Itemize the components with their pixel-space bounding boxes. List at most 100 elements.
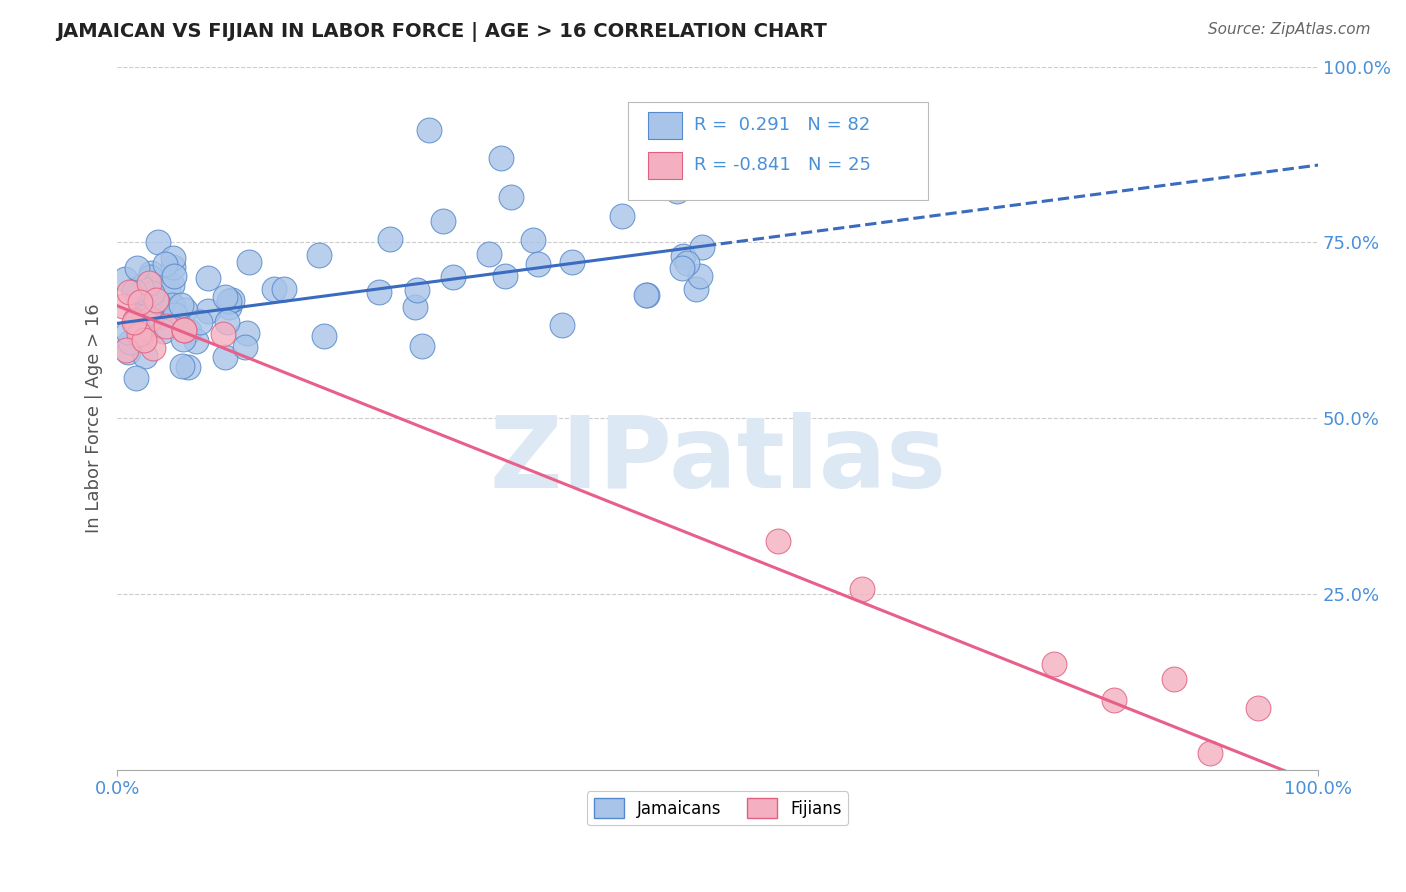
Point	[186, 334, 208, 348]
Point	[214, 350, 236, 364]
Point	[418, 123, 440, 137]
Point	[127, 261, 149, 276]
Point	[197, 270, 219, 285]
Text: Source: ZipAtlas.com: Source: ZipAtlas.com	[1208, 22, 1371, 37]
Point	[672, 249, 695, 263]
FancyBboxPatch shape	[627, 102, 928, 200]
Point	[197, 304, 219, 318]
Point	[1247, 701, 1270, 715]
Point	[308, 248, 330, 262]
Point	[690, 240, 713, 254]
Point	[526, 257, 548, 271]
Point	[177, 359, 200, 374]
Point	[125, 315, 148, 329]
Point	[173, 323, 195, 337]
Point	[221, 293, 243, 307]
Point	[129, 326, 152, 341]
Point	[179, 324, 201, 338]
Point	[117, 345, 139, 359]
Point	[550, 318, 572, 332]
Point	[172, 332, 194, 346]
Point	[148, 235, 170, 250]
Point	[142, 341, 165, 355]
Point	[689, 268, 711, 283]
Point	[132, 310, 155, 325]
Point	[152, 324, 174, 338]
Point	[404, 300, 426, 314]
Point	[114, 272, 136, 286]
Point	[132, 333, 155, 347]
Point	[170, 298, 193, 312]
Point	[125, 309, 148, 323]
Point	[411, 339, 433, 353]
Point	[217, 315, 239, 329]
Point	[273, 281, 295, 295]
Point	[139, 269, 162, 284]
Y-axis label: In Labor Force | Age > 16: In Labor Force | Age > 16	[86, 303, 103, 533]
Point	[162, 300, 184, 314]
Point	[1102, 692, 1125, 706]
Point	[1043, 657, 1066, 672]
Point	[138, 313, 160, 327]
Point	[766, 534, 789, 549]
Point	[162, 260, 184, 274]
Point	[188, 316, 211, 330]
Point	[148, 310, 170, 325]
Point	[124, 370, 146, 384]
Point	[141, 266, 163, 280]
Point	[141, 306, 163, 320]
Point	[218, 294, 240, 309]
FancyBboxPatch shape	[648, 112, 682, 139]
Point	[128, 285, 150, 299]
Point	[218, 300, 240, 314]
Point	[162, 251, 184, 265]
Point	[124, 313, 146, 327]
Point	[118, 285, 141, 299]
Point	[235, 326, 257, 341]
Point	[128, 326, 150, 341]
Point	[665, 184, 688, 198]
Point	[522, 233, 544, 247]
Point	[676, 256, 699, 270]
Point	[1199, 746, 1222, 760]
Point	[1163, 672, 1185, 686]
Point	[312, 329, 335, 343]
Point	[214, 290, 236, 304]
Point	[146, 293, 169, 308]
Point	[494, 269, 516, 284]
Point	[139, 312, 162, 326]
Point	[122, 315, 145, 329]
Point	[145, 293, 167, 307]
Point	[406, 283, 429, 297]
Point	[238, 255, 260, 269]
Point	[233, 340, 256, 354]
Point	[212, 327, 235, 342]
Point	[134, 323, 156, 337]
Point	[112, 299, 135, 313]
Point	[141, 285, 163, 300]
Point	[118, 334, 141, 349]
Text: ZIPatlas: ZIPatlas	[489, 412, 946, 509]
Point	[138, 276, 160, 290]
Point	[129, 280, 152, 294]
Point	[117, 326, 139, 340]
Point	[367, 285, 389, 300]
Text: JAMAICAN VS FIJIAN IN LABOR FORCE | AGE > 16 CORRELATION CHART: JAMAICAN VS FIJIAN IN LABOR FORCE | AGE …	[56, 22, 827, 42]
Point	[851, 582, 873, 596]
Point	[124, 284, 146, 298]
Point	[153, 257, 176, 271]
Point	[160, 298, 183, 312]
Point	[155, 319, 177, 334]
Point	[432, 214, 454, 228]
Point	[671, 261, 693, 276]
Point	[156, 282, 179, 296]
Point	[636, 287, 658, 301]
Point	[491, 151, 513, 165]
Point	[129, 295, 152, 310]
Point	[162, 277, 184, 292]
Point	[114, 343, 136, 357]
Point	[163, 308, 186, 322]
Legend: Jamaicans, Fijians: Jamaicans, Fijians	[588, 791, 848, 825]
Point	[128, 333, 150, 347]
Point	[263, 282, 285, 296]
